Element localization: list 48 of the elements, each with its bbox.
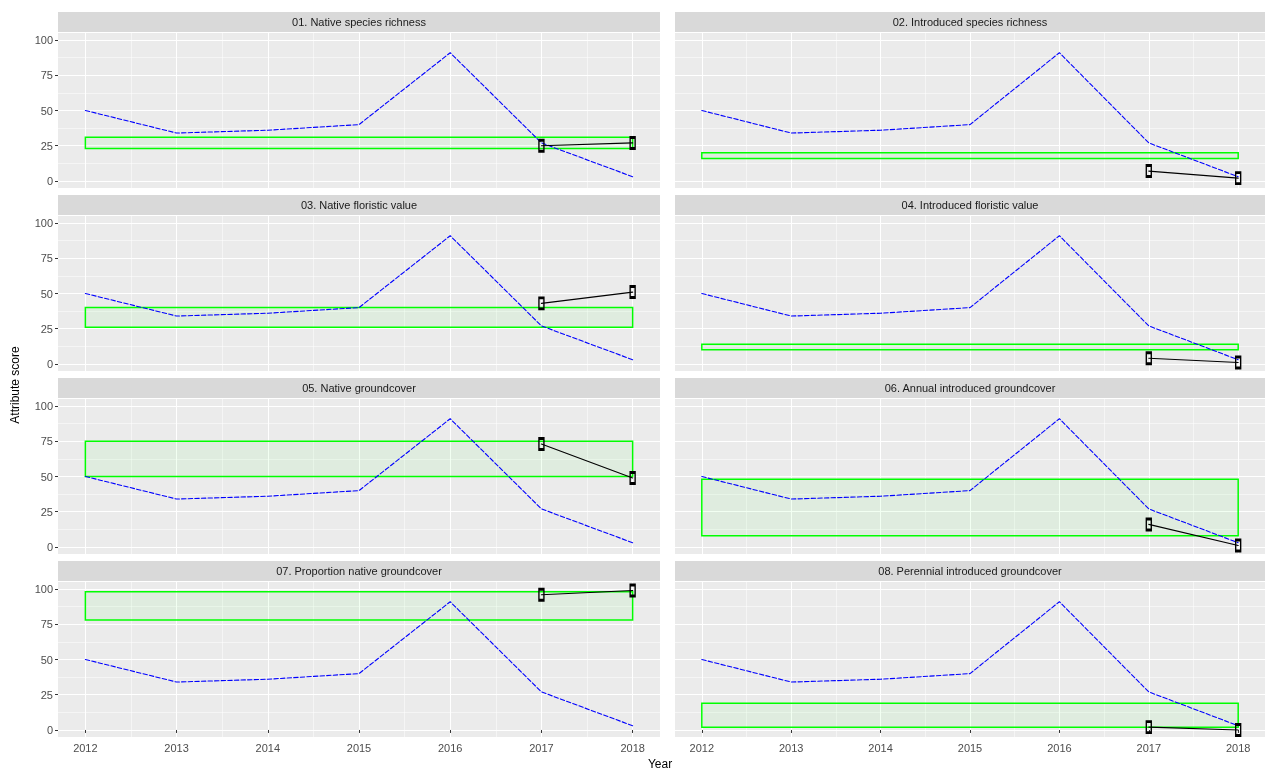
chart-title: 01. Native species richness xyxy=(58,12,660,32)
y-axis-title: Attribute score xyxy=(8,346,22,424)
y-tick-label: 0 xyxy=(46,723,53,736)
y-tick-label: 75 xyxy=(40,69,53,82)
x-tick-label: 2012 xyxy=(689,741,715,754)
y-tick-label: 25 xyxy=(40,139,53,152)
line-series xyxy=(84,418,634,544)
x-tick-label: 2017 xyxy=(1136,741,1162,754)
x-tick-label: 2018 xyxy=(1225,741,1251,754)
line-series xyxy=(84,235,634,361)
chart-title: 07. Proportion native groundcover xyxy=(58,561,660,581)
y-tick-label: 25 xyxy=(40,505,53,518)
chart-title: 08. Perennial introduced groundcover xyxy=(675,561,1265,581)
x-tick-label: 2016 xyxy=(1047,741,1072,754)
x-tick-label: 2015 xyxy=(346,741,372,754)
line-series xyxy=(84,601,634,727)
y-tick-label: 75 xyxy=(40,252,53,265)
x-tick-label: 2016 xyxy=(437,741,463,754)
chart-title: 06. Annual introduced groundcover xyxy=(675,378,1265,398)
x-tick-label: 2017 xyxy=(529,741,554,754)
x-tick-label: 2013 xyxy=(778,741,804,754)
y-tick-label: 0 xyxy=(46,174,53,187)
chart-title: 05. Native groundcover xyxy=(58,378,660,398)
x-axis-title: Year xyxy=(647,757,673,769)
x-tick-label: 2014 xyxy=(255,741,281,754)
y-tick-label: 100 xyxy=(34,583,53,596)
y-tick-label: 0 xyxy=(46,357,53,370)
x-tick-label: 2012 xyxy=(73,741,98,754)
y-tick-label: 50 xyxy=(40,287,53,300)
y-tick-label: 100 xyxy=(34,217,53,230)
y-tick-label: 100 xyxy=(34,34,53,47)
y-tick-label: 25 xyxy=(40,322,53,335)
chart-title: 02. Introduced species richness xyxy=(675,12,1265,32)
y-tick-label: 50 xyxy=(40,653,53,666)
y-tick-label: 75 xyxy=(40,618,53,631)
y-tick-label: 75 xyxy=(40,435,53,448)
y-tick-label: 50 xyxy=(40,470,53,483)
y-tick-label: 50 xyxy=(40,104,53,117)
chart-title: 03. Native floristic value xyxy=(58,195,660,215)
x-tick-label: 2015 xyxy=(957,741,983,754)
x-tick-label: 2014 xyxy=(868,741,893,754)
x-tick-label: 2018 xyxy=(620,741,645,754)
x-tick-label: 2013 xyxy=(164,741,189,754)
y-tick-label: 25 xyxy=(40,688,53,701)
line-series xyxy=(84,52,634,178)
chart-title: 04. Introduced floristic value xyxy=(675,195,1265,215)
y-tick-label: 0 xyxy=(46,540,53,553)
y-tick-label: 100 xyxy=(34,400,53,413)
